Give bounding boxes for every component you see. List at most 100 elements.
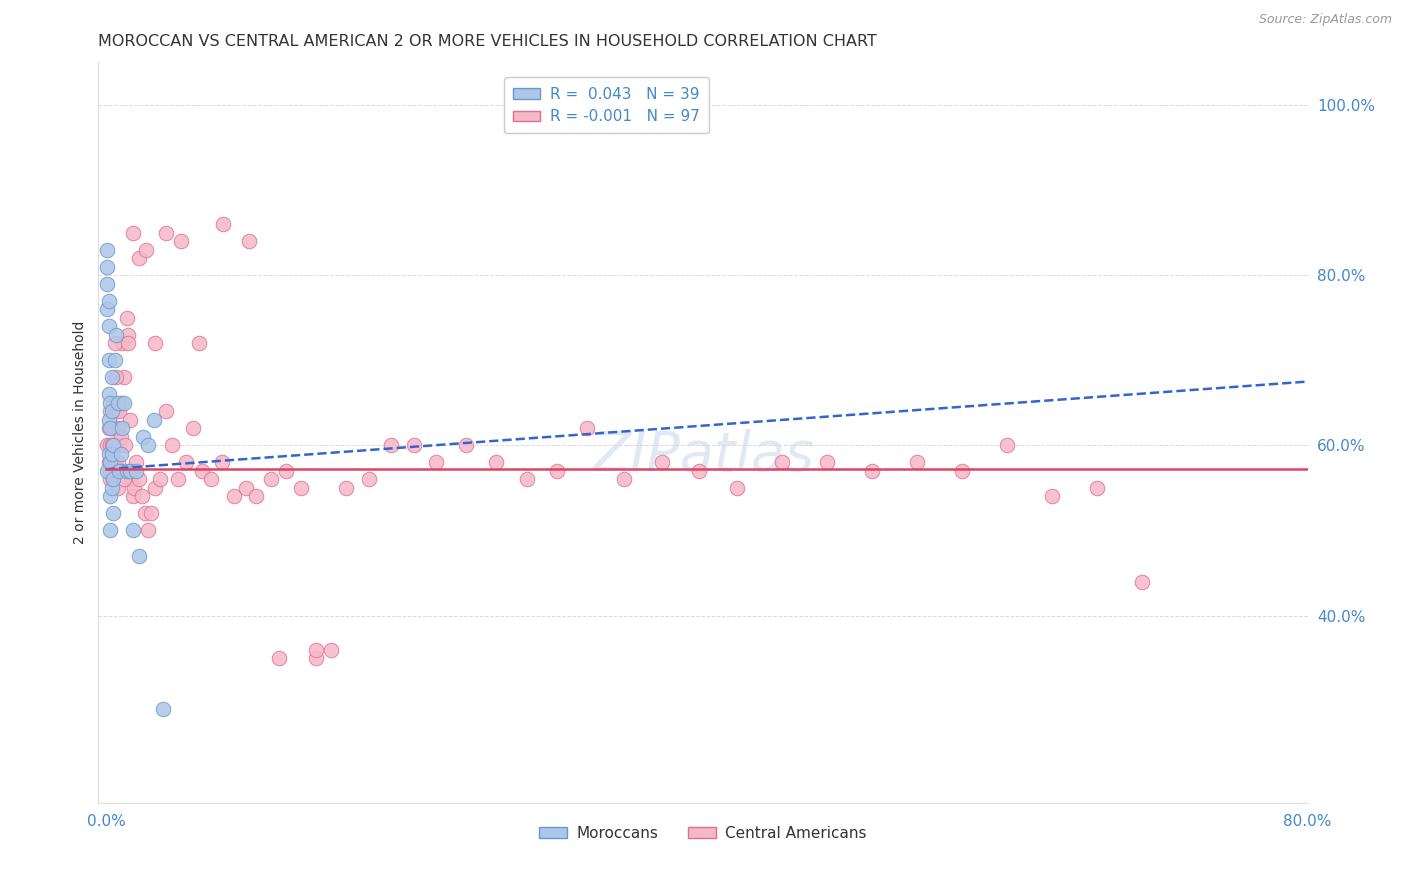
Point	[128, 251, 150, 265]
Point	[100, 396, 122, 410]
Point	[96, 277, 118, 291]
Point	[96, 302, 118, 317]
Point	[97, 421, 120, 435]
Point	[101, 447, 124, 461]
Point	[107, 455, 129, 469]
Point	[117, 336, 139, 351]
Point	[181, 421, 204, 435]
Point	[651, 455, 673, 469]
Point	[128, 549, 150, 563]
Point	[100, 472, 122, 486]
Point	[235, 481, 257, 495]
Point	[108, 438, 131, 452]
Point	[122, 524, 145, 538]
Point	[96, 243, 118, 257]
Point	[575, 421, 598, 435]
Point	[97, 447, 120, 461]
Point	[108, 404, 131, 418]
Y-axis label: 2 or more Vehicles in Household: 2 or more Vehicles in Household	[73, 321, 87, 544]
Point	[770, 455, 793, 469]
Point	[267, 651, 290, 665]
Point	[136, 438, 159, 452]
Point	[995, 438, 1018, 452]
Point	[211, 455, 233, 469]
Point	[100, 464, 122, 478]
Point	[97, 319, 120, 334]
Point	[688, 464, 710, 478]
Point	[115, 464, 138, 478]
Point	[122, 226, 145, 240]
Point	[222, 490, 245, 504]
Point	[97, 455, 120, 469]
Point	[100, 524, 122, 538]
Point	[110, 396, 132, 410]
Point	[103, 472, 125, 486]
Point	[101, 421, 124, 435]
Point	[96, 464, 118, 478]
Point	[725, 481, 748, 495]
Point	[104, 421, 127, 435]
Point	[108, 464, 131, 478]
Point	[101, 404, 124, 418]
Point	[100, 490, 122, 504]
Point	[290, 481, 312, 495]
Point	[613, 472, 636, 486]
Point	[103, 472, 125, 486]
Point	[112, 396, 135, 410]
Point	[101, 481, 124, 495]
Point	[115, 310, 138, 325]
Point	[125, 464, 148, 478]
Text: MOROCCAN VS CENTRAL AMERICAN 2 OR MORE VEHICLES IN HOUSEHOLD CORRELATION CHART: MOROCCAN VS CENTRAL AMERICAN 2 OR MORE V…	[98, 34, 877, 49]
Point	[212, 217, 235, 231]
Point	[104, 336, 127, 351]
Point	[100, 455, 122, 469]
Point	[515, 472, 537, 486]
Point	[103, 438, 125, 452]
Point	[101, 370, 124, 384]
Point	[160, 438, 183, 452]
Point	[1085, 481, 1108, 495]
Point	[96, 260, 118, 274]
Point	[125, 455, 148, 469]
Point	[124, 481, 146, 495]
Point	[335, 481, 357, 495]
Point	[103, 404, 125, 418]
Point	[105, 438, 128, 452]
Point	[170, 234, 193, 248]
Point	[402, 438, 425, 452]
Point	[135, 243, 157, 257]
Point	[96, 438, 118, 452]
Point	[1040, 490, 1063, 504]
Point	[121, 472, 143, 486]
Point	[118, 413, 141, 427]
Point	[305, 642, 328, 657]
Point	[149, 472, 172, 486]
Point	[425, 455, 447, 469]
Point	[103, 507, 125, 521]
Point	[110, 430, 132, 444]
Point	[305, 651, 328, 665]
Text: 0.0%: 0.0%	[87, 814, 125, 829]
Point	[117, 327, 139, 342]
Point	[118, 464, 141, 478]
Point	[152, 702, 174, 716]
Point	[1130, 574, 1153, 589]
Point	[101, 455, 124, 469]
Point	[200, 472, 222, 486]
Point	[111, 421, 134, 435]
Point	[97, 413, 120, 427]
Point	[485, 455, 508, 469]
Point	[245, 490, 267, 504]
Point	[276, 464, 298, 478]
Point	[110, 464, 132, 478]
Text: Source: ZipAtlas.com: Source: ZipAtlas.com	[1258, 13, 1392, 27]
Point	[103, 438, 125, 452]
Point	[188, 336, 211, 351]
Point	[155, 226, 177, 240]
Point	[97, 387, 120, 401]
Point	[145, 481, 167, 495]
Point	[104, 353, 127, 368]
Point	[456, 438, 478, 452]
Point	[105, 370, 128, 384]
Point	[112, 370, 135, 384]
